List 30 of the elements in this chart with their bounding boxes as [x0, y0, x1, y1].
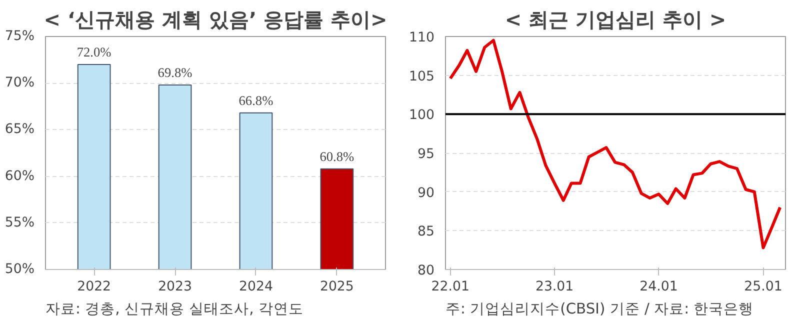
x-tick-label: 2023 [158, 280, 192, 294]
x-tick-label: 22.01 [431, 280, 470, 294]
data-label: 72.0% [76, 44, 112, 60]
y-tick-label: 100 [409, 108, 435, 124]
x-tick-label: 2024 [239, 280, 273, 294]
y-tick-label: 55% [4, 215, 34, 230]
y-tick-label: 95 [418, 147, 435, 162]
y-tick-label: 70% [4, 76, 34, 91]
data-label: 66.8% [238, 92, 274, 108]
y-tick-label: 85 [418, 224, 435, 240]
x-tick-label: 23.01 [535, 280, 574, 294]
y-tick-label: 75% [4, 29, 34, 44]
chart-title: < ‘신규채용 계획 있음’ 응답률 추이> [44, 8, 388, 32]
x-tick-label: 2025 [320, 280, 354, 294]
y-tick-label: 90 [418, 186, 435, 201]
y-tick-label: 80 [418, 264, 435, 278]
data-label: 60.8% [320, 148, 354, 164]
data-label: 69.8% [158, 64, 192, 80]
x-tick-label: 2022 [77, 280, 112, 294]
y-tick-label: 60% [4, 168, 34, 184]
y-tick-label: 50% [4, 262, 34, 277]
x-tick-label: 24.01 [640, 280, 678, 294]
y-tick-label: 105 [409, 69, 435, 84]
chart-title: < 최근 기업심리 추이 > [504, 8, 726, 32]
y-tick-label: 65% [4, 122, 34, 138]
line-series [448, 38, 782, 250]
x-tick-label: 25.01 [744, 280, 782, 294]
text: 자료: 경총, 신규채용 실태조사, 각연도 [46, 300, 304, 318]
text: 주: 기업심리지수(CBSI) 기준 / 자료: 한국은행 [446, 300, 754, 318]
y-tick-label: 110 [409, 30, 435, 46]
